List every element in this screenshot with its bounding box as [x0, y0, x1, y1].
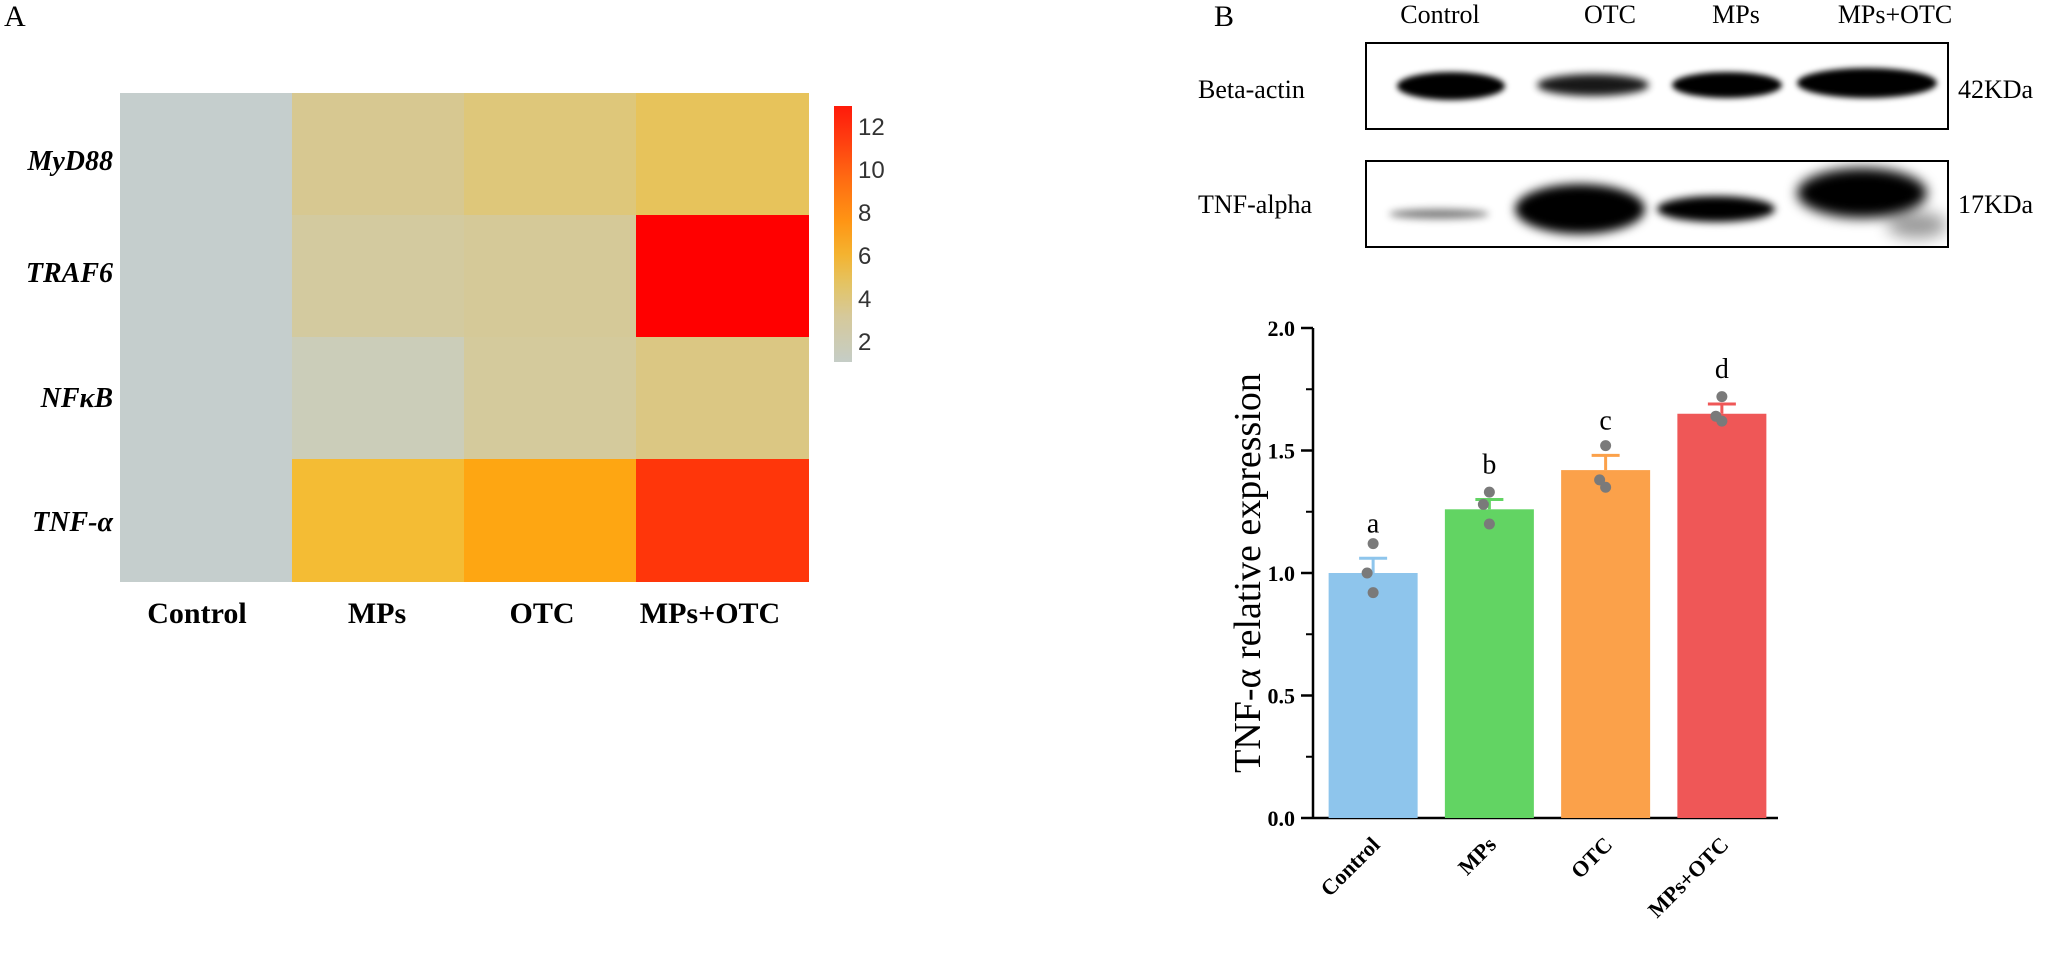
heatmap-cell-traf6-control	[120, 215, 293, 338]
x-tick-label-OTC: OTC	[1566, 832, 1617, 883]
data-point-MPs+OTC	[1716, 415, 1728, 427]
panel-a-letter: A	[4, 0, 26, 33]
bar-MPs	[1444, 509, 1534, 818]
bar-chart: 0.0 0.5 1.0 1.5 2.0 TNF-α relative expression…	[1230, 316, 1778, 922]
significance-letter-Control: a	[1367, 508, 1380, 539]
y-tick-label: 0.5	[1268, 684, 1296, 709]
heatmap-cell-myd88-otc	[464, 93, 637, 216]
heatmap	[120, 93, 809, 582]
data-point-MPs	[1483, 518, 1495, 530]
heatmap-colorbar	[834, 106, 852, 362]
data-point-MPs+OTC	[1716, 391, 1728, 403]
heatmap-row-label-tnf-alpha: TNF-α	[32, 507, 113, 538]
band-tnf-smear	[1887, 212, 1947, 238]
heatmap-cell-nfkb-mps	[292, 337, 465, 460]
blot-protein-tnf-alpha: TNF-alpha	[1198, 190, 1313, 219]
colorbar-tick-2: 2	[858, 329, 872, 356]
y-tick-label: 1.5	[1268, 439, 1296, 464]
blot-size-17kda: 17KDa	[1958, 190, 2034, 219]
heatmap-cell-tnf-alpha-otc	[464, 459, 637, 582]
data-point-Control	[1367, 538, 1379, 550]
heatmap-cell-myd88-control	[120, 93, 293, 216]
x-tick-label-Control: Control	[1315, 832, 1384, 901]
heatmap-cell-nfkb-mps-otc	[636, 337, 809, 460]
panel-b-letter: B	[1214, 0, 1235, 33]
blot-lane-control: Control	[1400, 0, 1480, 29]
y-tick-label: 0.0	[1268, 806, 1296, 831]
y-tick-label: 1.0	[1268, 561, 1296, 586]
blot-lane-mps-otc: MPs+OTC	[1837, 0, 1953, 29]
heatmap-cell-traf6-mps	[292, 215, 465, 338]
x-tick-label-MPs: MPs	[1453, 832, 1501, 880]
heatmap-cell-tnf-alpha-mps	[292, 459, 465, 582]
heatmap-cell-nfkb-otc	[464, 337, 637, 460]
blot-size-42kda: 42KDa	[1958, 75, 2034, 104]
heatmap-col-label-control: Control	[147, 597, 247, 630]
band-beta-actin-otc	[1537, 74, 1649, 96]
heatmap-col-label-mps-otc: MPs+OTC	[639, 597, 781, 630]
significance-letter-MPs+OTC: d	[1715, 354, 1729, 385]
y-tick-label: 2.0	[1268, 316, 1296, 341]
heatmap-col-label-mps: MPs	[347, 597, 407, 630]
band-beta-actin-mps	[1672, 72, 1782, 98]
data-point-Control	[1361, 567, 1373, 579]
band-tnf-mps-otc	[1797, 168, 1927, 218]
blot-beta-actin	[1365, 42, 1949, 130]
heatmap-cell-tnf-alpha-control	[120, 459, 293, 582]
bar-Control	[1328, 573, 1418, 818]
heatmap-cell-traf6-otc	[464, 215, 637, 338]
blot-tnf-alpha	[1365, 160, 1949, 248]
band-tnf-mps	[1657, 196, 1775, 222]
data-point-OTC	[1600, 481, 1612, 493]
significance-letter-OTC: c	[1599, 405, 1611, 436]
band-beta-actin-mps-otc	[1797, 68, 1937, 98]
heatmap-cell-traf6-mps-otc	[636, 215, 809, 338]
colorbar-tick-12: 12	[858, 114, 885, 141]
colorbar-tick-4: 4	[858, 286, 872, 313]
heatmap-row-label-nfkb: NFκB	[40, 383, 113, 414]
heatmap-row-label-traf6: TRAF6	[25, 258, 113, 289]
heatmap-cell-myd88-mps	[292, 93, 465, 216]
significance-letter-MPs: b	[1482, 450, 1496, 481]
data-point-OTC	[1594, 474, 1606, 486]
blot-lane-mps: MPs	[1712, 0, 1760, 29]
y-axis-label: TNF-α relative expression	[1230, 373, 1269, 773]
band-tnf-control	[1389, 209, 1489, 219]
colorbar-tick-8: 8	[858, 200, 872, 227]
data-point-MPs	[1483, 486, 1495, 498]
heatmap-cell-tnf-alpha-mps-otc	[636, 459, 809, 582]
colorbar-tick-6: 6	[858, 243, 872, 270]
heatmap-cell-myd88-mps-otc	[636, 93, 809, 216]
bar-OTC	[1561, 470, 1651, 818]
heatmap-cell-nfkb-control	[120, 337, 293, 460]
data-point-Control	[1367, 587, 1379, 599]
x-tick-label-MPs+OTC: MPs+OTC	[1643, 832, 1733, 922]
band-beta-actin-control	[1397, 72, 1505, 100]
band-tnf-otc	[1515, 184, 1645, 234]
data-point-MPs	[1477, 498, 1489, 510]
data-point-OTC	[1600, 440, 1612, 452]
bar-MPs+OTC	[1677, 413, 1767, 818]
blot-protein-beta-actin: Beta-actin	[1198, 75, 1305, 104]
heatmap-row-label-myd88: MyD88	[27, 146, 113, 177]
colorbar-tick-10: 10	[858, 157, 885, 184]
heatmap-col-label-otc: OTC	[509, 597, 575, 630]
blot-lane-otc: OTC	[1584, 0, 1636, 29]
